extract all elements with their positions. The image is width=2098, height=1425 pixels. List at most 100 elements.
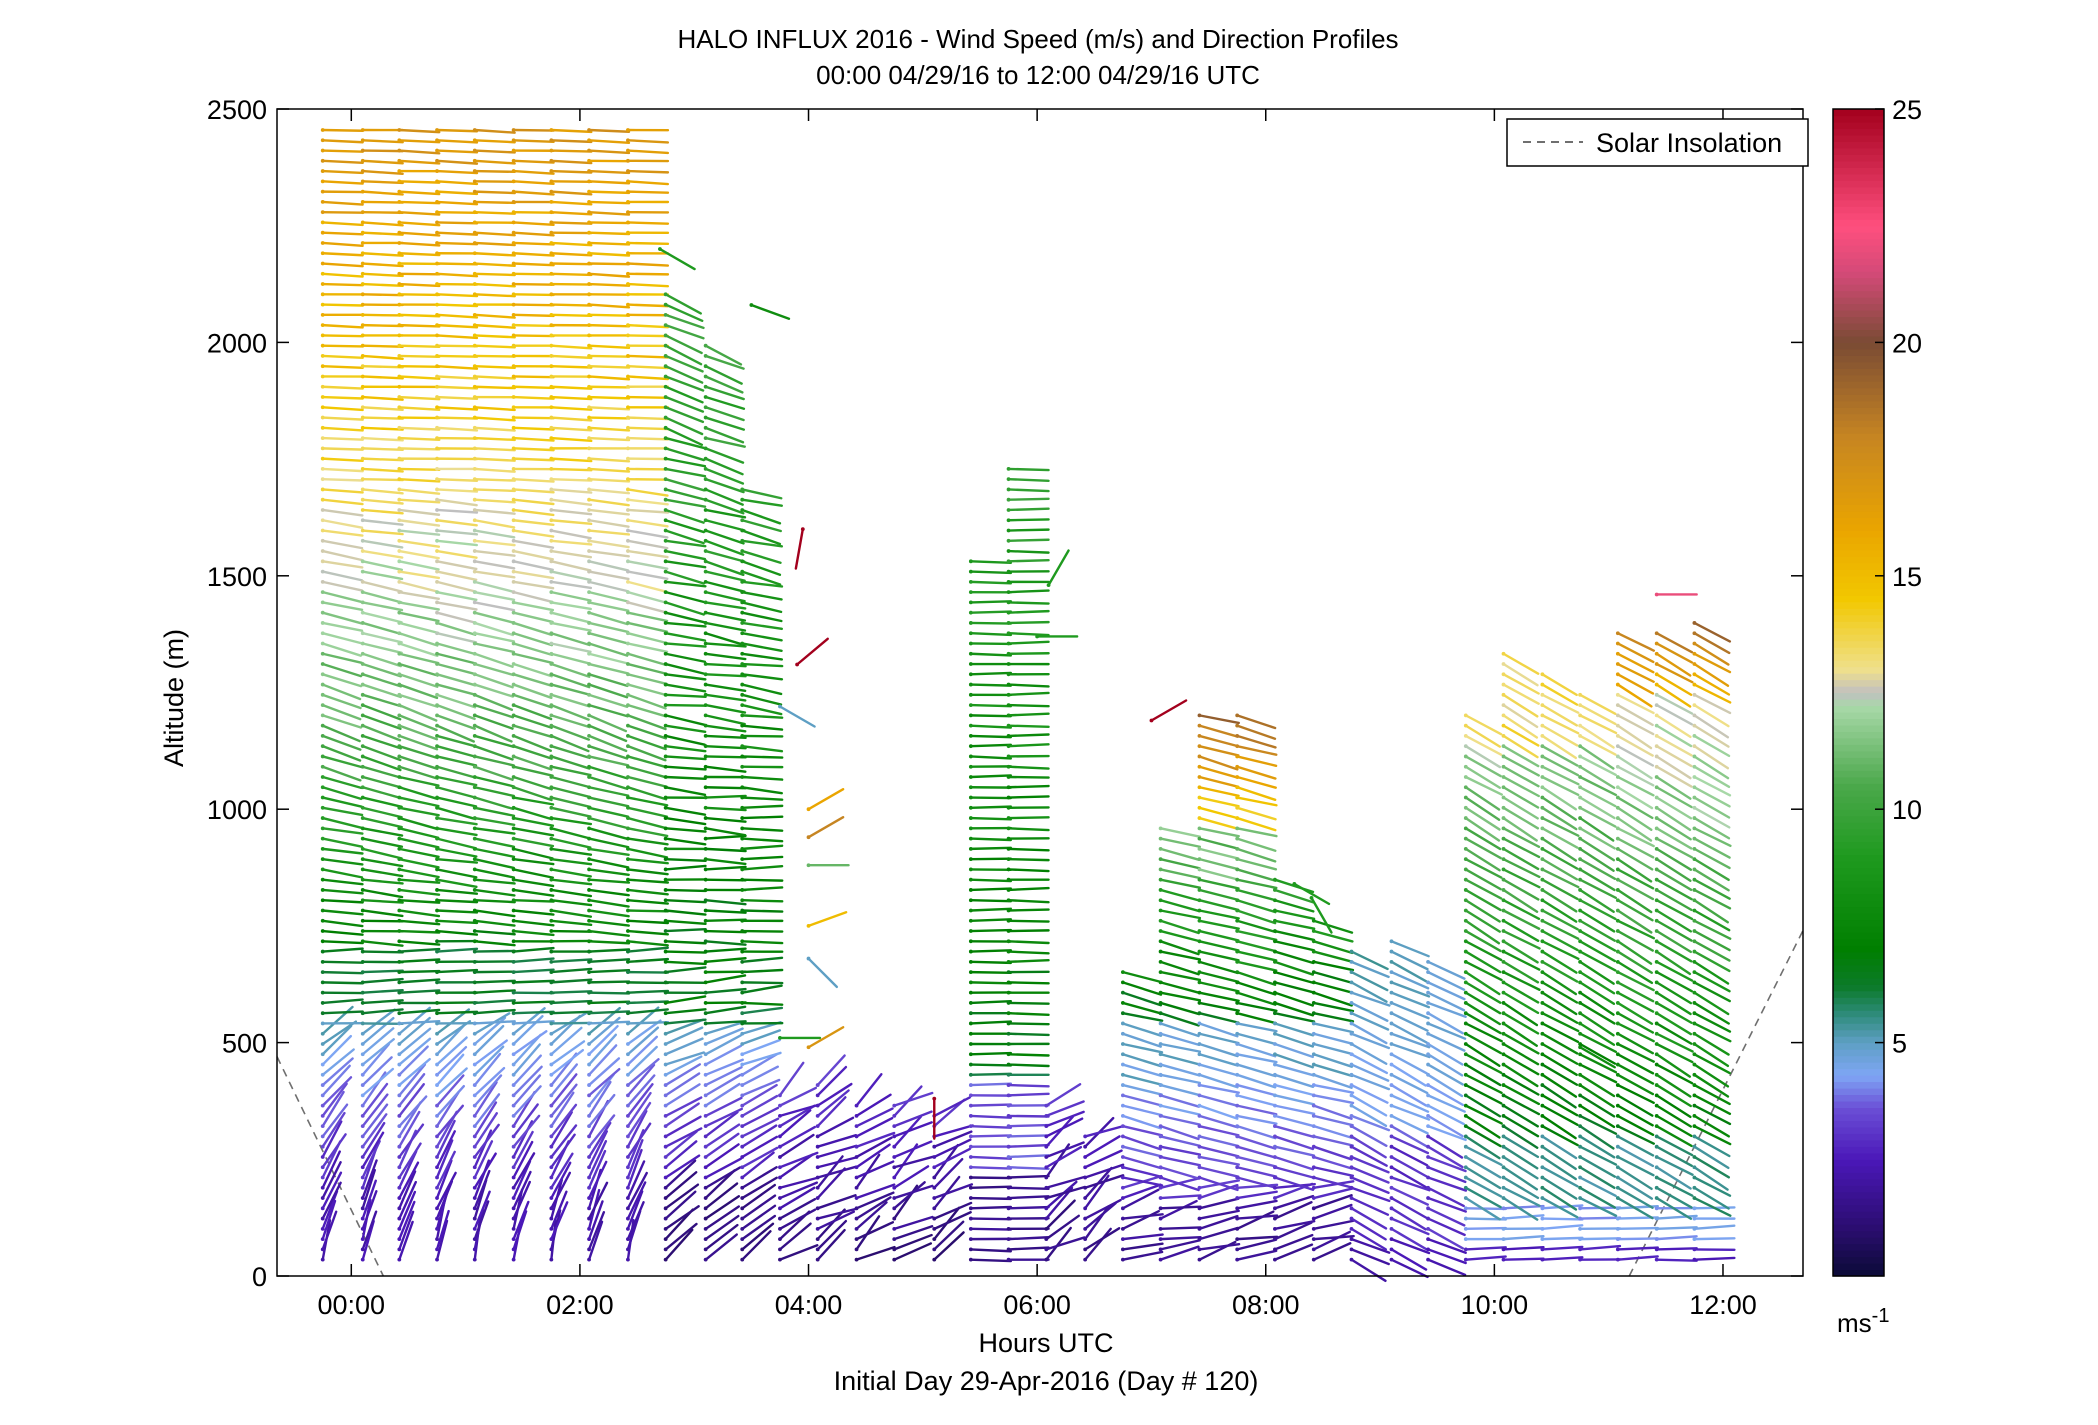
wind-barb-head <box>360 312 365 317</box>
wind-barb-head <box>1006 785 1011 790</box>
wind-barb-head <box>320 169 325 173</box>
wind-barb-shaft <box>321 724 361 743</box>
wind-barb-head <box>1006 929 1011 933</box>
wind-barb-shaft <box>704 794 747 799</box>
wind-barb <box>472 1190 491 1231</box>
wind-barb-head <box>1197 877 1202 882</box>
wind-barb-head <box>511 672 516 677</box>
wind-barb-head <box>587 1237 591 1242</box>
wind-barb <box>472 600 516 612</box>
wind-barb-head <box>703 775 708 779</box>
wind-barb-head <box>1120 1196 1125 1200</box>
wind-barb-shaft <box>398 354 441 358</box>
wind-barb-head <box>320 323 325 328</box>
wind-barb <box>435 456 479 461</box>
wind-barb <box>435 1171 457 1211</box>
wind-barb-head <box>397 836 402 841</box>
wind-barb-head <box>968 1165 973 1170</box>
wind-barb-head <box>549 569 554 574</box>
wind-barb-head <box>815 1247 820 1252</box>
wind-barb <box>472 672 514 689</box>
wind-barb-head <box>587 805 591 810</box>
wind-barb-head <box>626 785 630 790</box>
wind-barb-head <box>472 929 477 933</box>
wind-barb-shaft <box>398 601 440 611</box>
wind-barb-head <box>1044 1257 1049 1262</box>
wind-barb-shaft <box>741 981 784 985</box>
wind-barb-head <box>854 1155 859 1159</box>
wind-barb <box>397 939 441 946</box>
wind-barb-head <box>397 292 402 297</box>
wind-barb-head <box>626 918 630 923</box>
wind-barb-head <box>320 641 325 646</box>
wind-barb-head <box>435 487 439 492</box>
wind-barb-head <box>1120 1226 1125 1231</box>
wind-barb <box>397 1095 428 1129</box>
wind-barb <box>435 138 479 144</box>
wind-barb-shaft <box>321 981 364 985</box>
wind-barb-head <box>397 333 402 338</box>
wind-barb-head <box>472 425 477 430</box>
wind-barb-head <box>587 1001 591 1005</box>
wind-barb-head <box>663 1196 668 1200</box>
wind-barb <box>360 1159 378 1200</box>
wind-barb <box>397 199 441 205</box>
wind-barb-head <box>740 877 745 882</box>
wind-barb-shaft <box>473 796 515 811</box>
wind-barb-head <box>472 559 477 564</box>
wind-barb-head <box>549 775 554 779</box>
wind-barb-head <box>703 990 708 995</box>
wind-barb-shaft <box>361 601 404 612</box>
wind-barb-shaft <box>361 180 404 185</box>
wind-barb-head <box>435 230 439 235</box>
wind-barb-head <box>968 610 973 615</box>
wind-barb <box>472 970 516 975</box>
wind-barb-head <box>626 795 630 800</box>
wind-barb-shaft <box>473 447 516 452</box>
wind-barb-head <box>626 1093 630 1098</box>
wind-barb-shaft <box>361 529 404 536</box>
wind-barb-head <box>587 723 591 728</box>
wind-barb <box>397 312 441 318</box>
wind-barb-shaft <box>321 806 364 817</box>
wind-barb-head <box>1197 846 1202 851</box>
wind-barb <box>320 888 364 895</box>
wind-barb <box>435 775 478 787</box>
wind-barb-head <box>1197 1001 1202 1005</box>
wind-barb <box>360 569 404 581</box>
wind-barb-head <box>472 487 477 492</box>
wind-barb-head <box>703 918 708 923</box>
wind-barb-head <box>435 364 439 369</box>
wind-barb-head <box>320 651 325 656</box>
wind-barb-shaft <box>398 590 440 601</box>
wind-barb-head <box>1083 1196 1088 1200</box>
wind-barb-shaft <box>321 947 364 953</box>
wind-barb <box>472 641 516 654</box>
wind-barb-shaft <box>398 313 441 318</box>
wind-barb-head <box>703 549 708 553</box>
wind-barb-head <box>397 467 402 471</box>
wind-barb <box>472 374 516 380</box>
wind-barb <box>397 1170 417 1211</box>
wind-barb-shaft <box>435 837 478 850</box>
wind-barb-head <box>549 384 554 389</box>
wind-barb <box>435 1084 466 1118</box>
wind-barb-shaft <box>512 241 555 246</box>
wind-barb-head <box>587 549 591 553</box>
wind-barb-head <box>472 723 477 728</box>
wind-barb-shaft <box>398 909 441 918</box>
wind-barb-shaft <box>1007 775 1050 779</box>
wind-barb-head <box>435 795 439 800</box>
wind-barb-head <box>740 1216 745 1221</box>
wind-barb-head <box>472 795 477 800</box>
wind-barb <box>397 436 441 442</box>
wind-barb-shaft <box>626 1021 670 1025</box>
wind-barb-shaft <box>321 1064 351 1097</box>
wind-barb-head <box>892 1257 897 1262</box>
wind-barb-head <box>360 1001 365 1005</box>
wind-barb <box>320 682 362 701</box>
wind-barb-shaft <box>321 786 363 801</box>
wind-barb <box>397 764 439 780</box>
wind-barb-head <box>511 805 516 810</box>
wind-barb-head <box>360 1062 365 1067</box>
